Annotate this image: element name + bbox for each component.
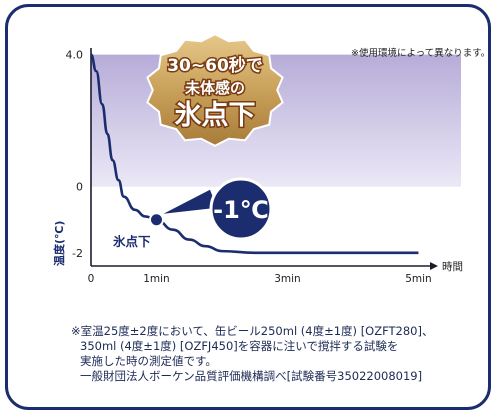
callout-pointer xyxy=(163,189,217,214)
callout: -1℃ xyxy=(148,177,273,241)
card-frame xyxy=(5,4,491,410)
x-tick-label: 0 xyxy=(88,273,95,285)
y-tick-label: 0 xyxy=(76,181,83,194)
chart-svg: 4.0 0 -2 0 1min 3min 5min 時間 温度(℃) 氷点下 30~60秒で未体感… xyxy=(5,4,491,410)
badge-line-3: 氷点下 xyxy=(175,100,256,131)
callout-bubble xyxy=(209,177,273,241)
callout-label: -1℃ xyxy=(213,196,269,224)
usage-note: ※使用環境によって異なります。 xyxy=(351,48,491,59)
x-axis-arrowhead xyxy=(430,262,438,270)
footnote-line-1: ※室温25度±2度において、缶ビール250ml (4度±1度) [OZFT280… xyxy=(71,324,434,338)
x-axis-label: 時間 xyxy=(442,261,463,273)
footnote-line-3: 実施した時の測定値です。 xyxy=(80,354,217,368)
chart-card: 4.0 0 -2 0 1min 3min 5min 時間 温度(℃) 氷点下 30~60秒で 未体感… xyxy=(5,4,491,410)
x-tick-label: 3min xyxy=(274,273,300,285)
chart-axes xyxy=(90,48,438,270)
y-tick-label: -2 xyxy=(72,247,83,260)
badge-burst xyxy=(146,33,284,147)
footnote-line-4: 一般財団法人ボーケン品質評価機構調べ[試験番号35022008019] xyxy=(80,369,423,383)
x-tick-label: 1min xyxy=(143,273,169,285)
y-tick-label: 4.0 xyxy=(66,49,84,62)
tick-labels: 4.0 0 -2 0 1min 3min 5min 時間 温度(℃) 氷点下 xyxy=(52,49,463,285)
badge-line-1: 30~60秒で xyxy=(167,55,263,76)
y-axis-label: 温度(℃) xyxy=(52,221,66,266)
data-point-marker xyxy=(148,212,164,228)
x-tick-label: 5min xyxy=(405,273,431,285)
badge-line-2: 未体感の xyxy=(184,79,245,97)
footnote-line-2: 350ml (4度±1度) [OZFJ450]を容器に注いで撹拌する試験を xyxy=(80,339,399,353)
zone-label: 氷点下 xyxy=(112,234,151,249)
